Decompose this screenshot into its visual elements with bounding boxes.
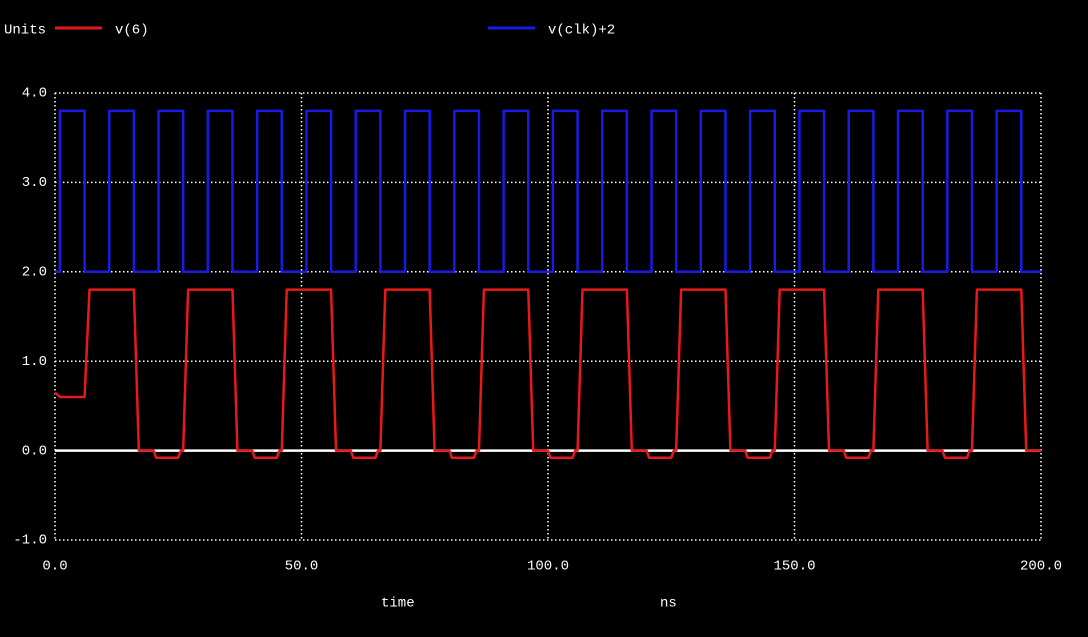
y-tick-label: 4.0 bbox=[22, 86, 47, 102]
series-line bbox=[55, 109, 1041, 274]
x-tick-label: 0.0 bbox=[42, 559, 67, 575]
y-axis-label: Units bbox=[4, 23, 46, 39]
legend-label: v(6) bbox=[115, 23, 149, 39]
y-tick-label: 0.0 bbox=[22, 443, 47, 459]
x-tick-label: 50.0 bbox=[285, 559, 319, 575]
y-tick-label: 2.0 bbox=[22, 265, 47, 281]
y-tick-label: 1.0 bbox=[22, 354, 47, 370]
x-tick-label: 150.0 bbox=[773, 559, 815, 575]
y-tick-label: -1.0 bbox=[13, 533, 47, 549]
x-tick-label: 200.0 bbox=[1020, 559, 1062, 575]
x-unit: ns bbox=[660, 596, 677, 612]
x-tick-label: 100.0 bbox=[527, 559, 569, 575]
y-tick-label: 3.0 bbox=[22, 175, 47, 191]
legend-label: v(clk)+2 bbox=[548, 23, 615, 39]
x-axis-label: time bbox=[381, 596, 415, 612]
series-line bbox=[54, 288, 1041, 459]
